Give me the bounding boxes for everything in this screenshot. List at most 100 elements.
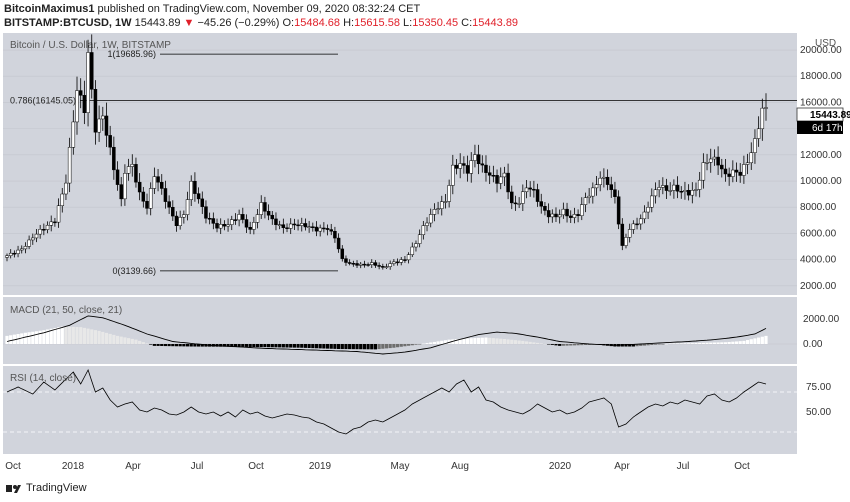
candle-body	[156, 176, 160, 183]
macd-hist-bar	[480, 337, 484, 344]
macd-hist-bar	[440, 340, 444, 344]
macd-hist-bar	[528, 341, 532, 344]
macd-tick-label: 0.00	[803, 339, 823, 350]
x-tick-label: Jul	[677, 461, 690, 472]
rsi-pane[interactable]	[3, 366, 797, 454]
candle-body	[620, 223, 625, 246]
candle-body	[686, 190, 691, 196]
candle-body	[71, 121, 76, 148]
candle-body	[141, 191, 146, 202]
candle-body	[535, 189, 540, 202]
macd-hist-bar	[90, 329, 94, 344]
candle-body	[237, 214, 241, 221]
candle-body	[167, 201, 171, 208]
candle-body	[764, 107, 768, 109]
time-badge-text: 6d 17h	[812, 123, 843, 134]
candle-body	[701, 162, 706, 181]
macd-hist-bar	[174, 344, 179, 347]
candle-body	[546, 210, 551, 218]
candle-body	[171, 207, 175, 217]
macd-hist-bar	[532, 342, 536, 344]
macd-hist-bar	[473, 338, 477, 344]
macd-hist-bar	[281, 344, 285, 348]
x-tick-label: Jul	[191, 461, 204, 472]
macd-hist-bar	[359, 344, 363, 350]
time-badge	[797, 121, 843, 134]
candle-body	[196, 193, 201, 200]
macd-hist-bar	[196, 344, 201, 347]
macd-hist-bar	[230, 344, 234, 347]
candle-body	[82, 95, 87, 113]
candle-body	[462, 163, 466, 166]
macd-hist-bar	[580, 344, 584, 346]
candle-body	[215, 223, 219, 229]
macd-hist-bar	[720, 342, 724, 344]
macd-hist-bar	[672, 343, 676, 344]
macd-hist-bar	[219, 344, 223, 347]
candle-body	[31, 237, 35, 241]
change-value: −45.26 (−0.29%)	[197, 17, 280, 29]
macd-hist-bar	[145, 343, 149, 344]
candle-body	[517, 203, 521, 205]
macd-hist-bar	[31, 331, 35, 344]
macd-hist-bar	[410, 344, 414, 346]
candle-body	[5, 255, 9, 258]
candle-body	[182, 214, 186, 218]
candle-body	[716, 156, 720, 166]
symbol-label[interactable]: BITSTAMP:BTCUSD, 1W	[4, 17, 132, 29]
candle-body	[672, 184, 676, 191]
macd-hist-bar	[760, 336, 764, 344]
candle-body	[745, 162, 750, 165]
macd-hist-bar	[82, 327, 86, 344]
candle-body	[207, 218, 212, 220]
candle-body	[532, 188, 536, 191]
candle-body	[303, 223, 308, 228]
candle-body	[292, 223, 297, 226]
candle-body	[399, 259, 403, 263]
macd-hist-bar	[698, 342, 702, 344]
macd-hist-bar	[388, 344, 392, 349]
price-pane[interactable]	[3, 33, 797, 295]
candle-body	[602, 176, 606, 179]
candle-body	[189, 180, 193, 200]
candle-body	[521, 191, 525, 204]
candle-body	[473, 154, 477, 161]
candle-body	[108, 135, 112, 148]
x-tick-label: 2019	[309, 461, 332, 472]
macd-hist-bar	[373, 344, 378, 350]
macd-hist-bar	[653, 344, 658, 345]
macd-hist-bar	[764, 335, 768, 344]
macd-hist-bar	[56, 327, 61, 344]
macd-hist-bar	[307, 344, 311, 348]
tradingview-logo-icon[interactable]	[6, 483, 22, 494]
candle-body	[480, 163, 485, 166]
candle-body	[557, 214, 562, 218]
candle-body	[476, 154, 481, 165]
candle-body	[638, 218, 643, 225]
author-name[interactable]: BitcoinMaximus1	[4, 3, 95, 15]
macd-hist-bar	[454, 339, 459, 344]
x-tick-label: May	[391, 461, 410, 472]
candle-body	[609, 184, 614, 190]
price-tick-label: 20000.00	[800, 45, 842, 56]
macd-hist-bar	[414, 344, 418, 345]
candle-body	[760, 107, 765, 130]
candle-body	[657, 187, 661, 191]
candle-body	[336, 237, 341, 250]
macd-hist-bar	[624, 344, 628, 347]
candle-body	[259, 202, 263, 215]
rsi-line	[6, 368, 767, 435]
candle-body	[756, 128, 761, 139]
candle-body	[288, 223, 293, 229]
macd-hist-bar	[318, 344, 322, 349]
candle-body	[616, 196, 621, 225]
footer-brand[interactable]: TradingView	[26, 482, 87, 494]
candle-body	[694, 189, 698, 191]
candle-body	[373, 262, 378, 266]
macd-hist-bar	[333, 344, 337, 349]
macd-hist-bar	[126, 338, 131, 344]
macd-hist-bar	[270, 344, 274, 348]
candle-body	[78, 90, 83, 96]
candle-body	[642, 211, 647, 220]
